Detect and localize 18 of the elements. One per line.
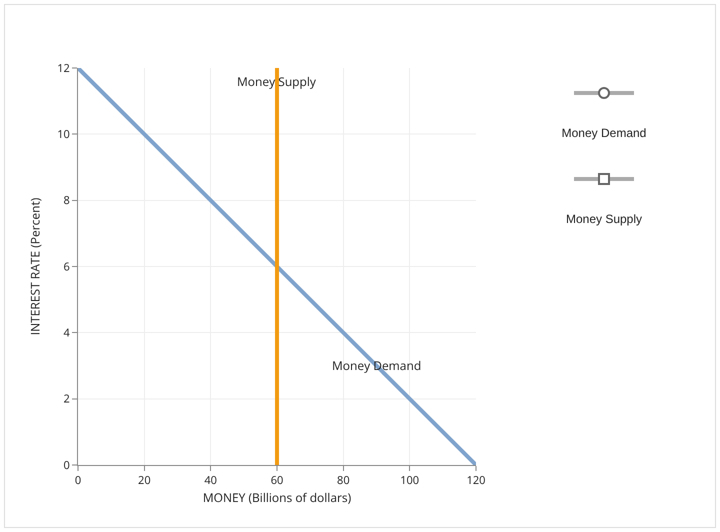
- x-tick-label: 100: [400, 473, 420, 488]
- x-tick-label: 60: [270, 473, 284, 488]
- y-tick-label: 10: [57, 127, 70, 142]
- x-tick-label: 40: [204, 473, 217, 488]
- x-tick-label: 0: [74, 473, 82, 488]
- y-axis-title: INTEREST RATE (Percent): [26, 197, 44, 336]
- y-tick-label: 2: [64, 392, 70, 407]
- y-tick-label: 8: [64, 193, 70, 208]
- x-tick-label: 120: [466, 473, 486, 488]
- y-tick-label: 0: [64, 458, 70, 473]
- y-tick-label: 6: [64, 259, 70, 274]
- text: Money Supply: [564, 212, 644, 226]
- y-tick-label: 12: [57, 60, 70, 76]
- x-axis-title: MONEY (Billions of dollars): [202, 489, 352, 506]
- x-tick-label: 80: [337, 473, 350, 488]
- x-tick-label: 20: [138, 473, 151, 488]
- y-tick-label: 4: [64, 326, 71, 341]
- text: Money Demand: [560, 126, 648, 140]
